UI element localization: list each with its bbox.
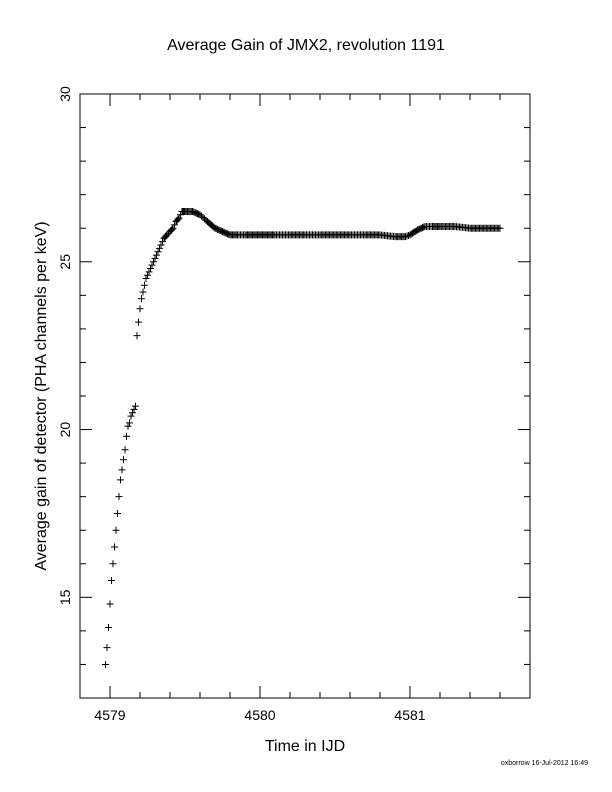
data-point [102,660,109,668]
x-axis-label: Time in IJD [264,738,346,755]
chart-title: Average Gain of JMX2, revolution 1191 [167,37,445,54]
data-point [403,232,411,240]
footer-credit: oxborrow 16-Jul-2012 16:49 [500,760,588,767]
data-point [118,466,126,474]
data-point [124,422,132,430]
data-marks [102,207,504,668]
y-tick-label: 25 [57,254,73,270]
x-tick-label: 4581 [394,707,425,723]
data-point [133,332,141,340]
data-point [108,577,115,585]
data-point [148,261,156,269]
data-point [496,224,504,232]
data-point [126,419,133,427]
data-point [138,295,145,303]
data-point [156,244,163,252]
data-point [132,402,139,410]
data-point [175,214,183,222]
data-point [136,305,144,313]
data-point [114,509,121,517]
data-point [145,268,153,276]
y-tick-label: 30 [57,86,73,102]
data-point [402,233,409,241]
plot-frame [79,93,531,699]
data-point [151,254,159,262]
data-point [139,288,147,296]
data-point [147,264,154,272]
data-point [123,432,130,440]
y-tick-label: 15 [57,589,73,605]
data-point [174,215,182,223]
data-point [142,275,150,283]
data-point [106,600,114,608]
data-point [171,221,178,229]
data-point [144,271,151,279]
y-tick-label: 20 [57,422,73,438]
data-point [112,526,120,534]
data-point [135,318,142,326]
data-point [169,224,177,232]
data-point [105,624,112,632]
data-point [103,644,111,652]
data-point [115,493,123,501]
data-point [153,251,160,259]
x-tick-label: 4580 [244,707,275,723]
data-point [127,412,135,420]
data-point [129,409,136,417]
x-tick-label: 4579 [94,707,125,723]
data-point [117,476,124,484]
data-point [130,405,138,413]
data-point [150,258,157,266]
data-point [154,248,162,256]
data-point [163,231,171,239]
axis-ticks: 4579 4580 4581 15 20 25 30 [57,86,531,723]
data-point [157,241,165,249]
data-point [141,281,148,289]
data-point [120,456,127,464]
data-point [111,543,118,551]
data-point [121,446,129,454]
data-point [168,225,176,233]
data-point [109,560,117,568]
data-point [159,238,166,246]
